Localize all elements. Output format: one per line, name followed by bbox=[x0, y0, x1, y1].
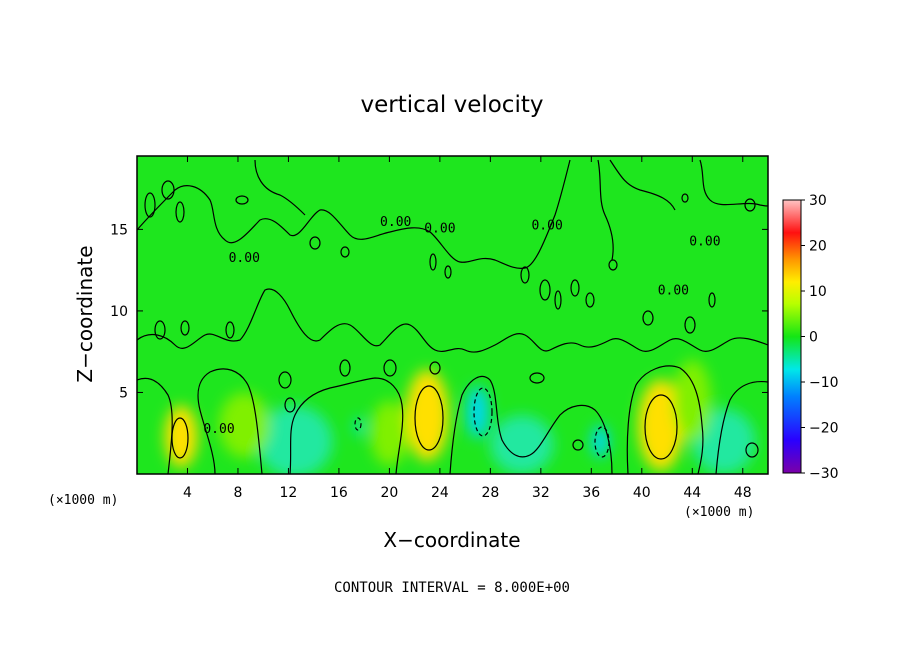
field-cell bbox=[164, 405, 198, 468]
contour-label: 0.00 bbox=[689, 235, 720, 250]
colorbar-tick-label: 20 bbox=[809, 239, 827, 255]
contour-label: 0.00 bbox=[658, 284, 689, 299]
colorbar-tick-label: −20 bbox=[809, 421, 839, 437]
field-cell bbox=[673, 359, 712, 442]
x-tick-label: 8 bbox=[233, 485, 242, 501]
x-tick-label: 28 bbox=[481, 485, 499, 501]
x-axis-label: X−coordinate bbox=[383, 528, 520, 552]
x-unit-left: (×1000 m) bbox=[48, 493, 118, 508]
x-unit-right: (×1000 m) bbox=[684, 505, 754, 520]
x-tick-label: 36 bbox=[582, 485, 600, 501]
contour-lines bbox=[137, 159, 768, 474]
contour-labels: 0.00 0.00 0.00 0.00 0.00 0.00 0.00 bbox=[203, 215, 720, 437]
x-tick-label: 12 bbox=[280, 485, 298, 501]
field-cell bbox=[692, 408, 756, 474]
contour-label: 0.00 bbox=[531, 218, 562, 233]
contour-interval-note: CONTOUR INTERVAL = 8.000E+00 bbox=[334, 580, 570, 596]
colorbar-tick-label: −30 bbox=[809, 466, 839, 482]
y-axis-ticks: 5 10 15 bbox=[110, 222, 768, 401]
field-cell bbox=[490, 415, 554, 474]
plot-area: 0.00 0.00 0.00 0.00 0.00 0.00 0.00 bbox=[137, 156, 768, 474]
x-tick-label: 40 bbox=[633, 485, 651, 501]
contour-label: 0.00 bbox=[380, 215, 411, 230]
y-tick-label: 15 bbox=[110, 222, 128, 238]
contour-label: 0.00 bbox=[229, 251, 260, 266]
contour-label: 0.00 bbox=[424, 222, 455, 237]
x-tick-label: 20 bbox=[380, 485, 398, 501]
x-tick-label: 44 bbox=[683, 485, 701, 501]
plot-frame bbox=[136, 155, 769, 475]
field-cell bbox=[256, 405, 333, 474]
y-axis-label: Z−coordinate bbox=[73, 245, 97, 382]
field-cell bbox=[466, 385, 490, 439]
y-tick-label: 5 bbox=[119, 385, 128, 401]
x-tick-label: 24 bbox=[431, 485, 449, 501]
x-axis-ticks: 4 8 12 16 20 24 28 32 36 40 44 48 bbox=[183, 156, 752, 501]
chart-title: vertical velocity bbox=[361, 92, 544, 118]
colorbar: 30 20 10 0 −10 −20 −30 bbox=[782, 193, 839, 482]
colorbar-tick-label: 0 bbox=[809, 330, 818, 346]
x-tick-label: 32 bbox=[532, 485, 550, 501]
colorbar-ticks: 30 20 10 0 −10 −20 −30 bbox=[801, 193, 839, 482]
colorbar-scale bbox=[782, 199, 802, 474]
contour-label: 0.00 bbox=[203, 422, 234, 437]
colorbar-tick-label: −10 bbox=[809, 375, 839, 391]
field-cell bbox=[354, 416, 365, 437]
y-tick-label: 10 bbox=[110, 304, 128, 320]
x-tick-label: 16 bbox=[330, 485, 348, 501]
colorbar-tick-label: 10 bbox=[809, 284, 827, 300]
field-cell bbox=[219, 392, 270, 458]
field-cell bbox=[405, 369, 449, 461]
x-tick-label: 48 bbox=[734, 485, 752, 501]
colorbar-tick-label: 30 bbox=[809, 193, 827, 209]
x-tick-label: 4 bbox=[183, 485, 192, 501]
